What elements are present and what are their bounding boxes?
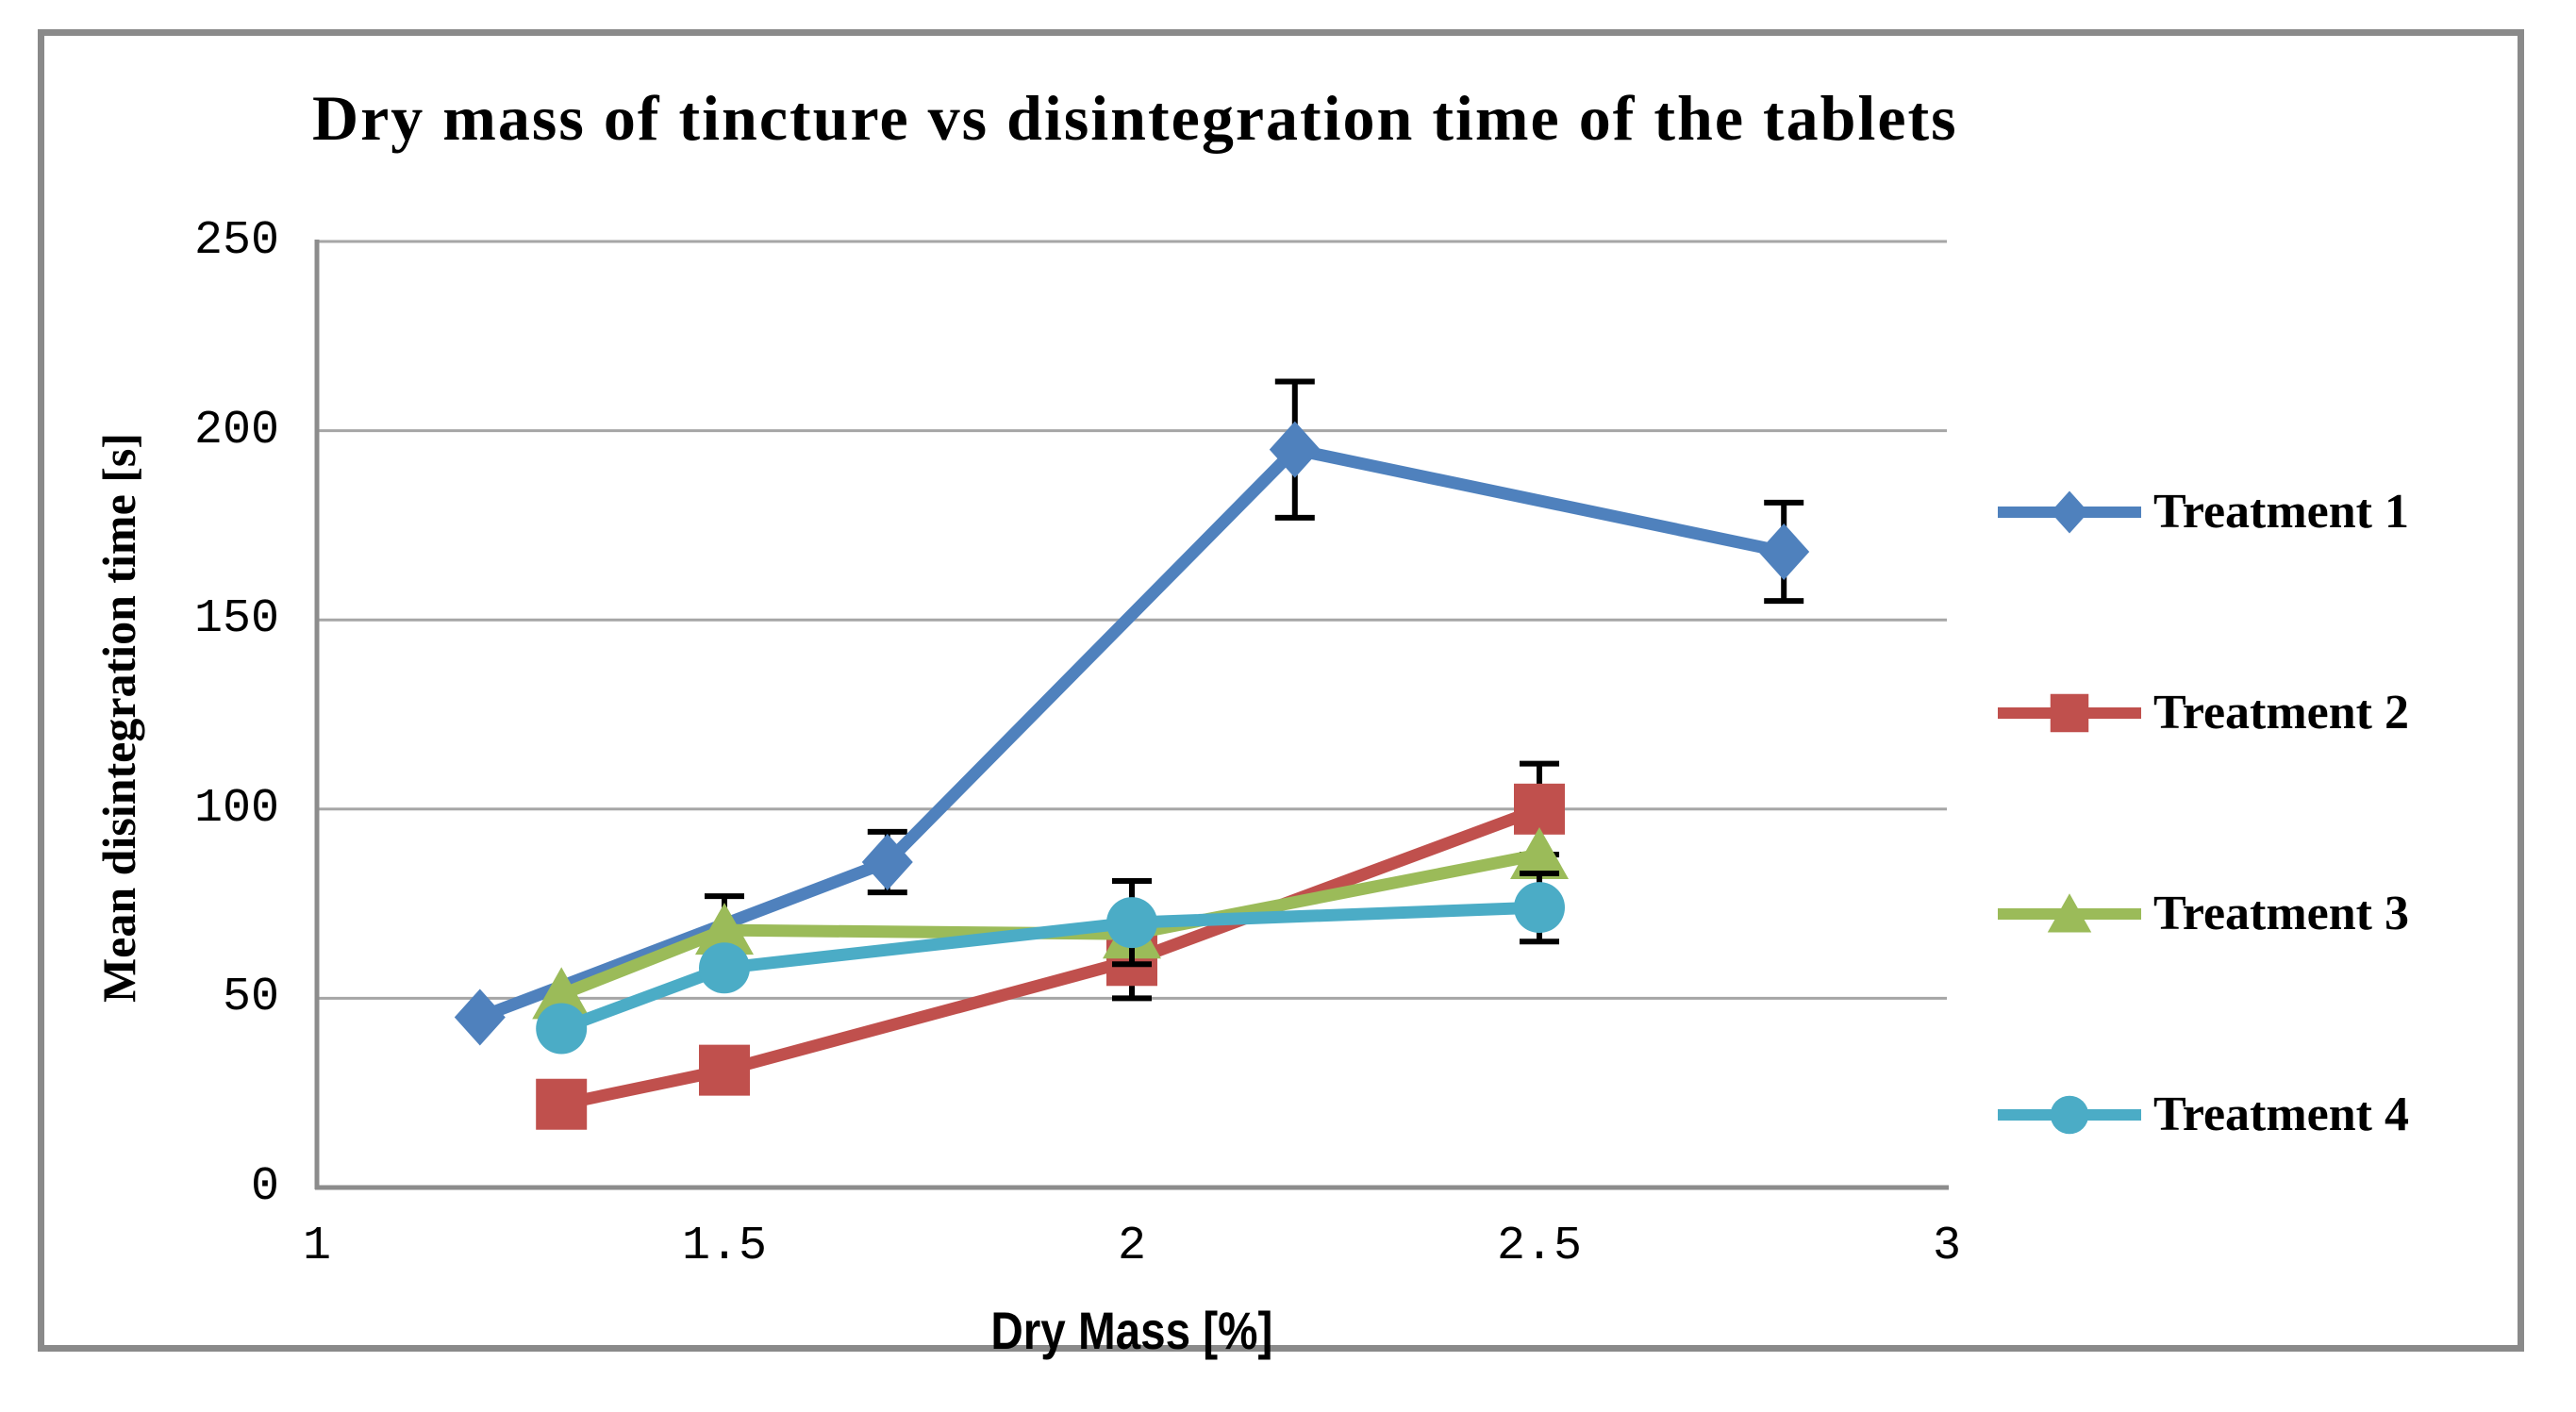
- circle-marker: [536, 1003, 588, 1055]
- circle-marker: [699, 942, 750, 994]
- legend-item-2: Treatment 2: [2153, 686, 2409, 739]
- x-tick-label-2: 2: [1117, 1220, 1146, 1273]
- triangle-marker: [1510, 826, 1569, 879]
- triangle-marker: [532, 967, 591, 1020]
- diamond-marker: [2050, 490, 2089, 534]
- series-line-1: [477, 443, 1786, 1023]
- x-tick-label-2.5: 2.5: [1496, 1220, 1582, 1273]
- x-tick-label-3: 3: [1932, 1220, 1961, 1273]
- circle-marker: [2050, 1095, 2089, 1135]
- legend-item-4: Treatment 4: [2153, 1088, 2409, 1141]
- y-tick-label-0: 0: [250, 1160, 279, 1214]
- y-axis-title: Mean disintegration time [s]: [92, 432, 145, 1004]
- triangle-marker: [695, 903, 754, 955]
- series-line-4: [558, 901, 1540, 1035]
- x-axis-title: Dry Mass [%]: [990, 1301, 1273, 1360]
- square-marker: [1514, 783, 1565, 835]
- chart-border-frame: [38, 29, 2524, 1352]
- x-tick-label-1: 1: [302, 1220, 331, 1273]
- legend-item-3: Treatment 3: [2153, 887, 2409, 940]
- series-line-3: [558, 848, 1541, 1001]
- diamond-marker: [454, 988, 506, 1046]
- x-tick-label-1.5: 1.5: [681, 1220, 767, 1273]
- y-tick-label-100: 100: [193, 781, 279, 836]
- y-tick-label-250: 250: [193, 214, 279, 268]
- square-marker: [699, 1044, 750, 1096]
- y-tick-label-200: 200: [193, 403, 279, 457]
- chart-title: Dry mass of tincture vs disintegration t…: [312, 82, 1958, 154]
- y-tick-label-150: 150: [193, 592, 279, 647]
- square-marker: [536, 1078, 588, 1130]
- triangle-marker: [2047, 893, 2092, 933]
- legend-item-1: Treatment 1: [2153, 485, 2409, 539]
- circle-marker: [1106, 897, 1157, 949]
- diamond-marker: [1269, 421, 1321, 478]
- diamond-marker: [861, 833, 913, 890]
- square-marker: [2050, 693, 2089, 733]
- y-tick-label-50: 50: [222, 971, 279, 1025]
- x-axis-title-wrap: Dry Mass [%]: [849, 1300, 1415, 1361]
- circle-marker: [1514, 882, 1565, 934]
- diamond-marker: [1758, 523, 1810, 580]
- series-line-2: [559, 803, 1542, 1111]
